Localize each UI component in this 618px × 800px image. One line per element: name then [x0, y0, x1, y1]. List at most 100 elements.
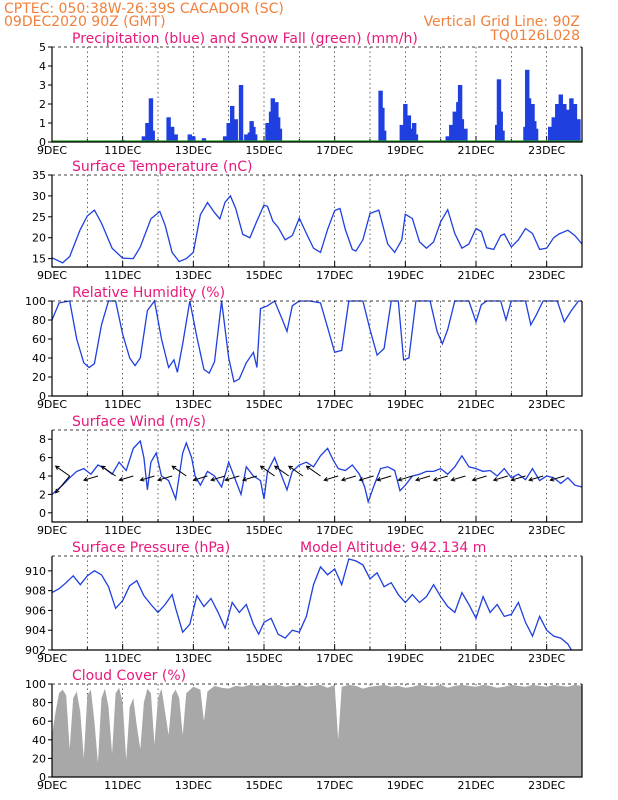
wind-arrow-head — [397, 477, 403, 482]
press-frame — [51, 556, 583, 651]
rh-xtick-label: 9DEC — [37, 398, 67, 411]
temp-line — [51, 194, 583, 264]
wind-arrow — [101, 465, 116, 477]
precip-bar — [201, 138, 207, 142]
precip-frame — [51, 47, 583, 143]
wind-arrow-head — [432, 477, 438, 482]
press-ytick-label: 910 — [25, 565, 46, 578]
cloud-cover-area — [52, 684, 582, 777]
temp-ytick-label: 35 — [32, 169, 46, 182]
rh-frame — [51, 301, 583, 397]
wind-arrow — [260, 465, 275, 477]
precip-bar — [187, 134, 193, 142]
press-xtick-label: 11DEC — [104, 652, 141, 665]
precip-bar — [380, 107, 385, 142]
wind-title: Surface Wind (m/s) — [72, 414, 206, 430]
temp-xtick-label: 21DEC — [457, 269, 494, 282]
precip-ytick-label: 5 — [39, 41, 46, 54]
cloud-ytick-label: 0 — [39, 771, 46, 784]
wind-arrow-head — [376, 477, 382, 482]
rh-ytick-label: 40 — [32, 352, 46, 365]
wind-frame — [51, 430, 583, 523]
wind-arrow — [511, 475, 526, 481]
wind-arrow-head — [288, 465, 293, 471]
rh-ytick-label: 60 — [32, 333, 46, 346]
precip-bar — [558, 94, 564, 142]
wind-arrow-head — [82, 477, 88, 482]
precip-xtick-label: 13DEC — [175, 144, 212, 157]
wind-arrow-head — [323, 477, 329, 482]
precip-bar — [452, 111, 458, 142]
cloud-xtick-label: 13DEC — [175, 779, 212, 792]
wind-xtick-label: 9DEC — [37, 524, 67, 537]
wind-arrow-head — [273, 465, 279, 471]
wind-arrow — [472, 475, 487, 481]
wind-arrow-head — [340, 477, 346, 482]
wind-arrow — [157, 475, 173, 481]
wind-arrow — [119, 475, 134, 481]
temp-xtick-label: 9DEC — [37, 269, 67, 282]
press-ytick-label: 904 — [25, 624, 46, 637]
header-date: 09DEC2020 90Z (GMT) — [4, 14, 166, 30]
wind-arrow-head — [510, 477, 516, 482]
rh-xtick-label: 17DEC — [316, 398, 353, 411]
wind-xtick-label: 15DEC — [245, 524, 282, 537]
precip-bar — [565, 109, 571, 142]
cloud-ytick-label: 100 — [25, 678, 46, 691]
wind-arrow-head — [224, 477, 230, 482]
cloud-ytick-label: 80 — [32, 697, 46, 710]
header-code: TQ0126L028 — [489, 28, 580, 44]
wind-arrow-head — [415, 477, 421, 482]
wind-arrow-head — [471, 477, 477, 482]
rh-line — [51, 299, 582, 383]
precip-ytick-label: 1 — [39, 117, 46, 130]
temp-ytick-label: 20 — [32, 232, 46, 245]
panel-surface-temperature: Surface Temperature (nC) 15 20 25 30 35 9DEC 11… — [32, 159, 583, 282]
precip-bar — [244, 134, 249, 142]
rh-xtick-label: 21DEC — [457, 398, 494, 411]
wind-arrow-head — [54, 465, 60, 471]
cloud-xtick-label: 9DEC — [37, 779, 67, 792]
wind-arrow-head — [358, 477, 364, 482]
wind-arrow — [193, 475, 208, 481]
precip-bar — [150, 130, 155, 142]
temp-xtick-label: 23DEC — [528, 269, 565, 282]
rh-ytick-label: 100 — [25, 295, 46, 308]
temp-ytick-label: 25 — [32, 211, 46, 224]
wind-arrow-head — [241, 477, 247, 482]
precip-ytick-label: 4 — [39, 60, 46, 73]
precip-bar — [411, 123, 417, 142]
press-ytick-label: 906 — [25, 604, 46, 617]
cloud-xtick-label: 21DEC — [457, 779, 494, 792]
wind-arrow — [225, 475, 240, 481]
wind-xtick-label: 11DEC — [104, 524, 141, 537]
precip-ytick-label: 0 — [39, 136, 46, 149]
precip-xtick-label: 17DEC — [316, 144, 353, 157]
precip-bar — [222, 136, 228, 142]
rh-title: Relative Humidity (%) — [72, 285, 225, 301]
wind-arrow — [140, 475, 155, 481]
temp-xtick-label: 17DEC — [316, 269, 353, 282]
wind-arrow — [433, 475, 448, 481]
rh-xtick-label: 19DEC — [387, 398, 424, 411]
precip-bar — [406, 115, 412, 142]
wind-arrow-head — [259, 465, 265, 471]
wind-arrow-head — [100, 465, 106, 471]
wind-arrow-head — [139, 477, 145, 482]
precip-bar — [572, 104, 578, 142]
precip-bar — [233, 119, 238, 142]
precip-xtick-label: 15DEC — [245, 144, 282, 157]
rh-xtick-label: 15DEC — [245, 398, 282, 411]
precip-bar — [500, 130, 505, 142]
precip-bar — [145, 123, 150, 142]
press-xtick-label: 17DEC — [316, 652, 353, 665]
precip-ytick-label: 3 — [39, 79, 46, 92]
rh-ytick-label: 20 — [32, 371, 46, 384]
wind-arrow — [242, 475, 258, 481]
press-ytick-label: 908 — [25, 585, 46, 598]
precip-bar — [413, 134, 419, 142]
wind-arrow — [359, 475, 374, 481]
precip-bar — [457, 85, 463, 142]
rh-ytick-label: 0 — [39, 390, 46, 403]
